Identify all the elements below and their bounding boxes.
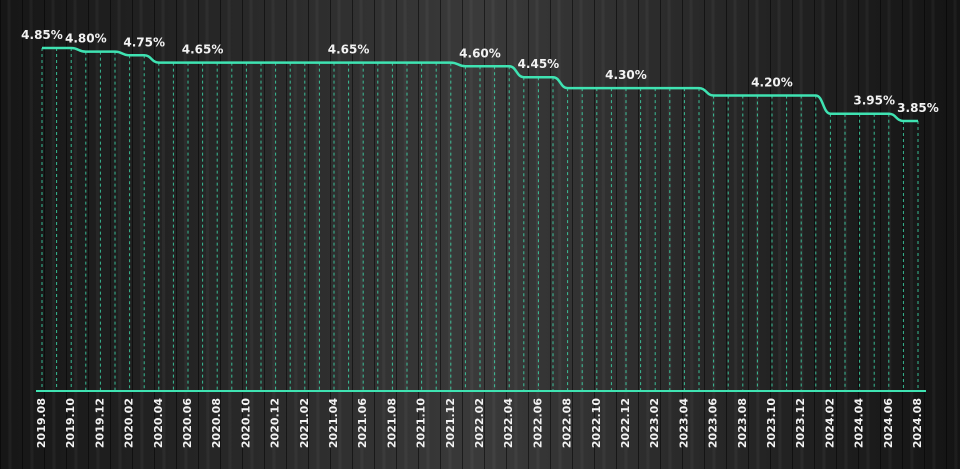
x-tick-label: 2021.12: [444, 398, 457, 448]
x-tick-label: 2021.10: [415, 398, 428, 448]
value-label: 4.65%: [182, 43, 224, 57]
x-tick-label: 2020.04: [152, 398, 165, 448]
x-tick-label: 2023.06: [707, 398, 720, 448]
x-tick-label: 2023.12: [794, 398, 807, 448]
x-tick-label: 2022.02: [473, 398, 486, 448]
x-tick-label: 2021.08: [385, 398, 398, 448]
x-tick-label: 2019.08: [35, 398, 48, 448]
x-tick-label: 2023.02: [648, 398, 661, 448]
x-tick-label: 2022.12: [619, 398, 632, 448]
x-tick-label: 2019.12: [93, 398, 106, 448]
x-tick-label: 2024.06: [882, 398, 895, 448]
x-tick-label: 2019.10: [64, 398, 77, 448]
x-tick-label: 2023.08: [736, 398, 749, 448]
x-tick-label: 2024.02: [823, 398, 836, 448]
x-tick-label: 2023.10: [765, 398, 778, 448]
value-label: 4.65%: [328, 43, 370, 57]
x-tick-label: 2022.08: [561, 398, 574, 448]
x-tick-label: 2021.06: [356, 398, 369, 448]
value-label: 4.75%: [123, 35, 165, 49]
x-tick-label: 2020.10: [239, 398, 252, 448]
x-tick-label: 2022.04: [502, 398, 515, 448]
x-tick-label: 2023.04: [677, 398, 690, 448]
line: [41, 46, 918, 123]
x-tick-label: 2020.02: [123, 398, 136, 448]
value-label: 4.80%: [65, 32, 107, 46]
x-tick-label: 2022.06: [531, 398, 544, 448]
value-label: 4.20%: [751, 75, 793, 89]
x-tick-label: 2020.12: [269, 398, 282, 448]
x-tick-label: 2021.02: [298, 398, 311, 448]
x-tick-label: 2024.04: [853, 398, 866, 448]
value-label: 4.30%: [605, 68, 647, 82]
value-label: 4.85%: [21, 28, 63, 42]
value-label: 4.60%: [459, 46, 501, 60]
value-label: 3.95%: [853, 94, 895, 108]
x-tick-label: 2020.08: [210, 398, 223, 448]
x-tick-label: 2024.08: [911, 398, 924, 448]
x-tick-label: 2022.10: [590, 398, 603, 448]
x-tick-label: 2021.04: [327, 398, 340, 448]
x-tick-label: 2020.06: [181, 398, 194, 448]
value-label: 3.85%: [897, 101, 939, 115]
value-label: 4.45%: [518, 57, 560, 71]
